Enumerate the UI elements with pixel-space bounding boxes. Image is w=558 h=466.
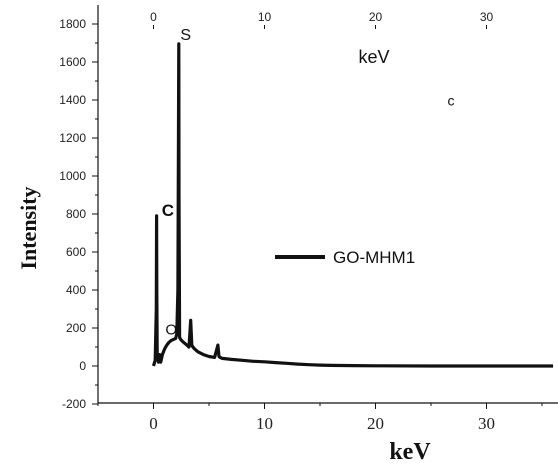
y-tick-label: 1000 [59, 169, 86, 183]
peak-label: S [180, 27, 191, 44]
y-axis-ticks: -200 0 200 400 600 800 1000 1200 1400 1600 1800 [59, 17, 98, 411]
y-tick-label: 400 [66, 283, 86, 297]
plot-frame [97, 5, 558, 404]
x-axis-ticks: 0 10 20 30 [97, 403, 543, 433]
top-x-tick-label: 0 [150, 10, 157, 24]
top-x-tick-label: 10 [258, 10, 272, 24]
series-line-go-mhm1 [151, 42, 554, 368]
legend: GO-MHM1 [275, 248, 415, 267]
peak-label: C [162, 201, 174, 220]
y-tick-label: 800 [66, 207, 86, 221]
legend-label-go-mhm1: GO-MHM1 [333, 248, 415, 267]
peak-label: O [165, 322, 177, 339]
x-axis-title: keV [389, 439, 431, 465]
y-tick-label: 1400 [59, 93, 86, 107]
y-tick-label: 0 [79, 359, 86, 373]
inner-x-axis-title: keV [358, 47, 389, 67]
y-tick-label: -200 [62, 397, 86, 411]
y-axis-title: Intensity [16, 186, 41, 269]
y-tick-label: 600 [66, 245, 86, 259]
y-tick-label: 200 [66, 321, 86, 335]
series-layer [151, 42, 554, 368]
peak-label: c [447, 93, 454, 109]
y-tick-label: 1200 [59, 131, 86, 145]
x-tick-label: 20 [367, 414, 384, 433]
top-x-axis-ticks: 0 10 20 30 [150, 10, 493, 29]
x-tick-label: 10 [256, 414, 273, 433]
top-x-tick-label: 20 [369, 10, 383, 24]
x-tick-label: 30 [478, 414, 495, 433]
annotation-layer: S C Oc [162, 27, 455, 339]
x-tick-label: 0 [149, 414, 158, 433]
y-tick-label: 1800 [59, 17, 86, 31]
top-x-tick-label: 30 [480, 10, 494, 24]
y-tick-label: 1600 [59, 55, 86, 69]
